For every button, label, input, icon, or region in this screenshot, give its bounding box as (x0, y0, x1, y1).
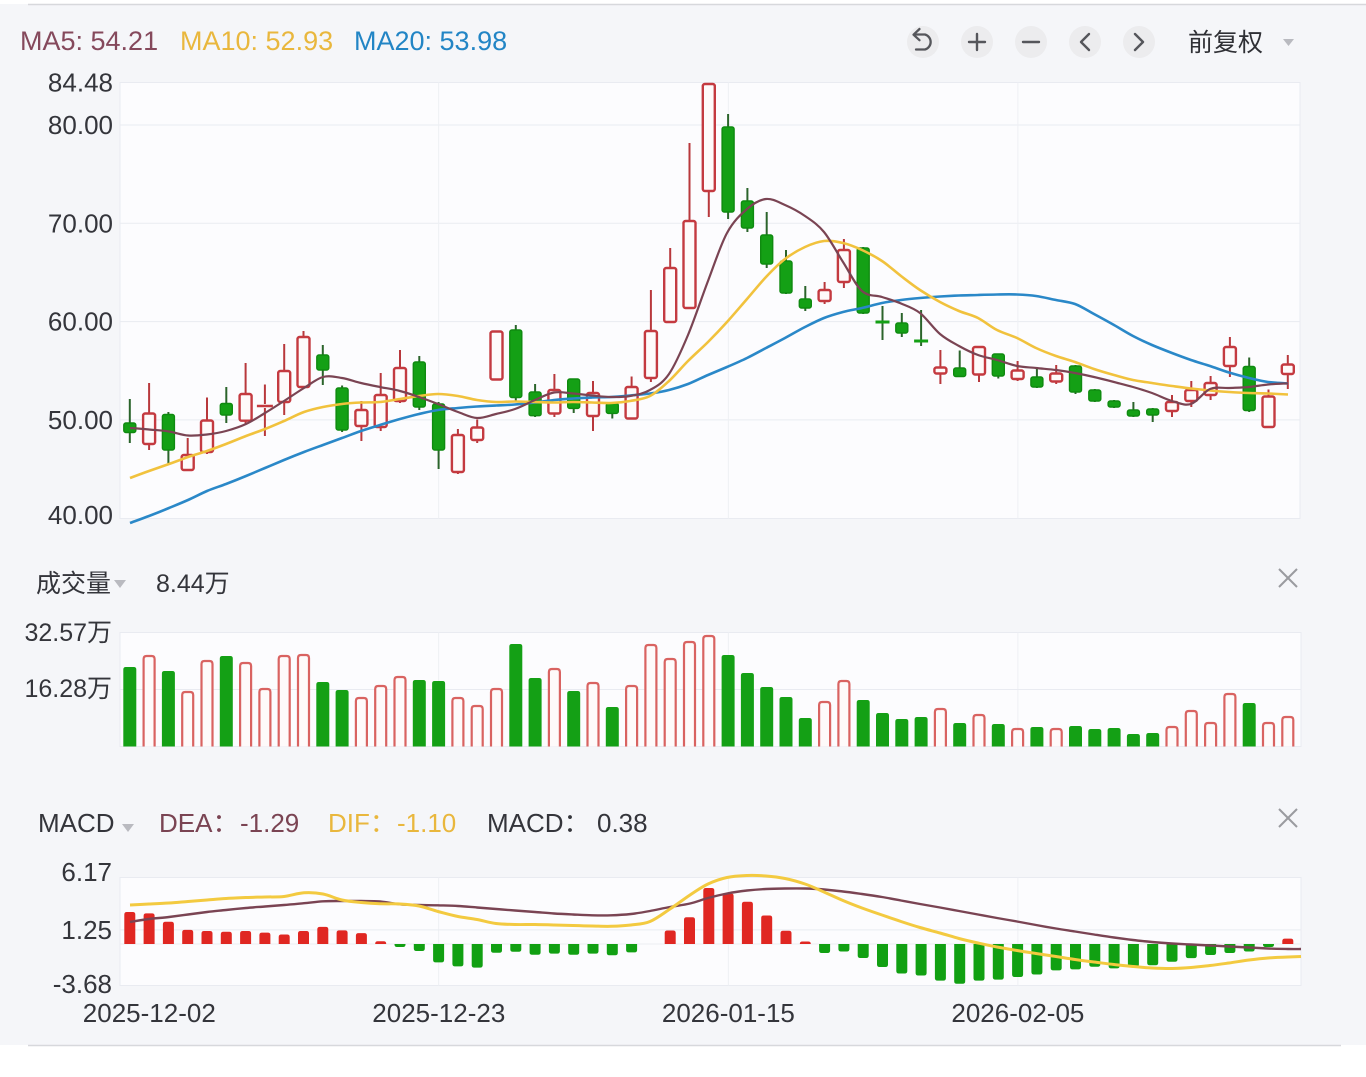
svg-text:-3.68: -3.68 (53, 969, 112, 999)
svg-text:MA10: 52.93: MA10: 52.93 (180, 26, 333, 56)
svg-text:8.44万: 8.44万 (156, 570, 230, 598)
svg-text:0.38: 0.38 (597, 808, 648, 838)
svg-text:成交量: 成交量 (36, 570, 111, 598)
svg-text:-1.10: -1.10 (397, 808, 456, 838)
svg-text:DIF：: DIF： (328, 808, 396, 838)
svg-text:MACD：: MACD： (487, 808, 590, 838)
svg-text:32.57万: 32.57万 (24, 619, 112, 647)
svg-text:DEA：: DEA： (159, 808, 238, 838)
svg-text:60.00: 60.00 (48, 307, 113, 337)
svg-text:16.28万: 16.28万 (24, 675, 112, 703)
svg-text:2025-12-02: 2025-12-02 (83, 998, 216, 1028)
svg-text:2025-12-23: 2025-12-23 (372, 998, 505, 1028)
svg-text:50.00: 50.00 (48, 405, 113, 435)
svg-text:40.00: 40.00 (48, 500, 113, 530)
svg-text:前复权: 前复权 (1188, 29, 1263, 57)
svg-text:80.00: 80.00 (48, 110, 113, 140)
svg-text:2026-01-15: 2026-01-15 (662, 998, 795, 1028)
svg-text:6.17: 6.17 (61, 857, 112, 887)
svg-text:84.48: 84.48 (48, 68, 113, 98)
svg-text:MACD: MACD (38, 808, 115, 838)
svg-text:70.00: 70.00 (48, 208, 113, 238)
svg-text:2026-02-05: 2026-02-05 (951, 998, 1084, 1028)
svg-text:1.25: 1.25 (61, 915, 112, 945)
svg-text:MA20: 53.98: MA20: 53.98 (354, 26, 507, 56)
svg-text:MA5: 54.21: MA5: 54.21 (20, 26, 158, 56)
svg-text:-1.29: -1.29 (240, 808, 299, 838)
